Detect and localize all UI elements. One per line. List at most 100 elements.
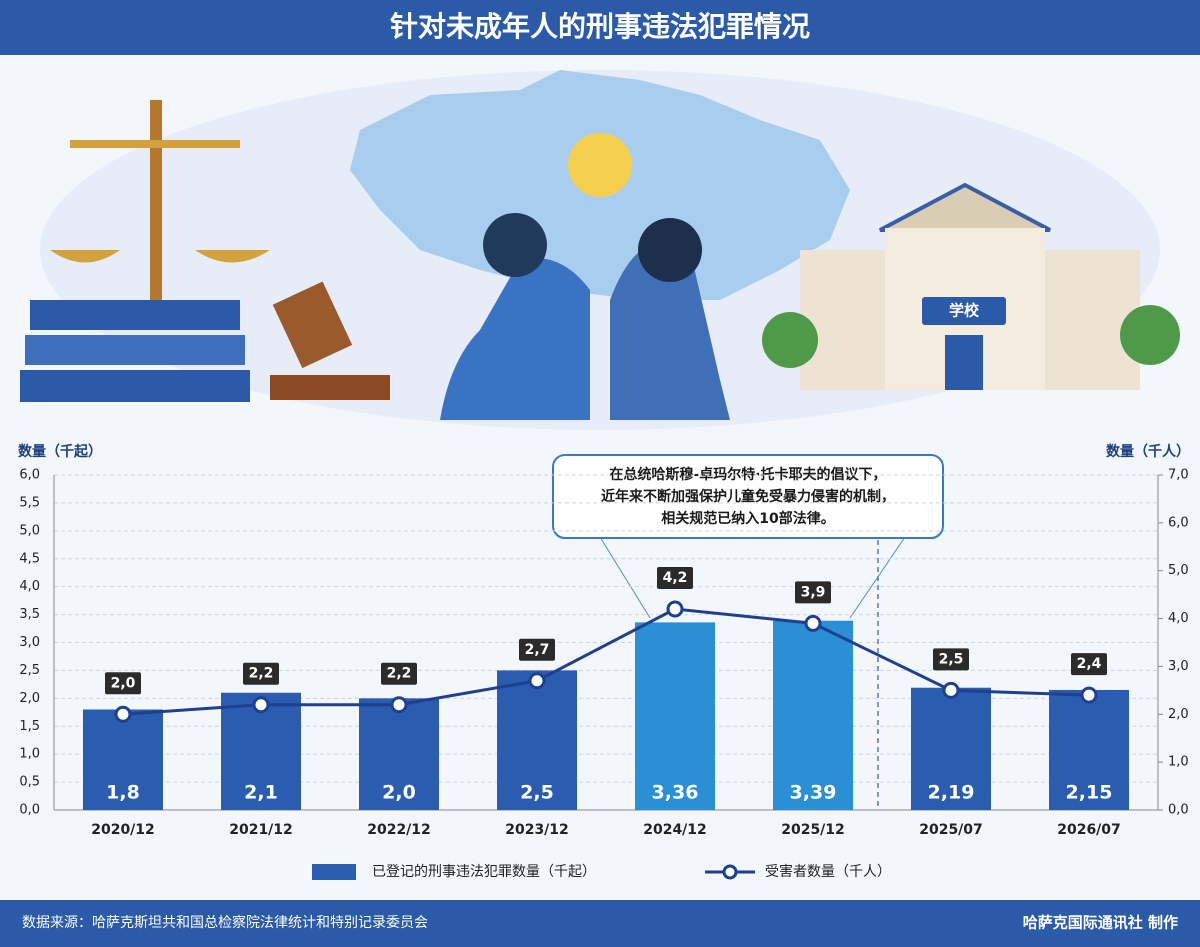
- y-tick-label: 1,0: [19, 747, 40, 762]
- line-value-label: 2,7: [525, 642, 550, 658]
- line-value-label: 3,9: [801, 584, 826, 600]
- y2-tick-label: 6,0: [1168, 515, 1189, 530]
- y-tick-label: 4,5: [19, 551, 40, 566]
- y2-tick-label: 0,0: [1168, 803, 1189, 818]
- bar: [83, 709, 163, 810]
- x-tick-label: 2024/12: [643, 822, 707, 838]
- line-label-box: [381, 662, 417, 685]
- illustration: 学校: [20, 70, 1180, 430]
- tree: [1120, 305, 1180, 365]
- line-point: [390, 696, 408, 714]
- credit: 哈萨克国际通讯社 制作: [1023, 914, 1178, 932]
- line-point: [528, 672, 546, 690]
- legend-swatch: [722, 864, 738, 880]
- legend-label: 受害者数量（千人）: [765, 864, 891, 880]
- footer-band: [0, 900, 1200, 947]
- x-tick-label: 2025/12: [781, 822, 845, 838]
- title: 针对未成年人的刑事违法犯罪情况: [390, 10, 810, 43]
- line-point: [804, 614, 822, 632]
- x-tick-label: 2021/12: [229, 822, 293, 838]
- x-tick-label: 2023/12: [505, 822, 569, 838]
- line-value-label: 2,2: [387, 666, 412, 682]
- line-label-box: [519, 638, 555, 661]
- y-tick-label: 2,0: [19, 691, 40, 706]
- y-tick-label: 2,5: [19, 663, 40, 678]
- line-label-box: [933, 648, 969, 671]
- line-value-label: 2,4: [1077, 656, 1102, 672]
- line-label-box: [795, 581, 831, 604]
- line-value-label: 4,2: [663, 570, 688, 586]
- bar-value-label: 2,5: [520, 782, 554, 804]
- y-tick-label: 3,5: [19, 607, 40, 622]
- line-value-label: 2,2: [249, 666, 274, 682]
- y2-tick-label: 7,0: [1168, 468, 1189, 483]
- x-tick-label: 2026/07: [1057, 822, 1121, 838]
- bar-value-label: 2,15: [1066, 782, 1113, 804]
- y2-tick-label: 1,0: [1168, 755, 1189, 770]
- x-tick-label: 2025/07: [919, 822, 983, 838]
- y-tick-label: 1,5: [19, 719, 40, 734]
- school-door: [945, 335, 983, 390]
- y-tick-label: 3,0: [19, 635, 40, 650]
- bar-value-label: 2,19: [928, 782, 975, 804]
- bar: [1049, 689, 1129, 810]
- y-tick-label: 0,0: [19, 803, 40, 818]
- y2-axis-label: 数量（千人）: [1106, 443, 1190, 460]
- girl: [610, 241, 730, 420]
- callout-line: [849, 536, 906, 619]
- scale-pan: [195, 250, 270, 263]
- y-tick-label: 4,0: [19, 579, 40, 594]
- x-tick-label: 2020/12: [91, 822, 155, 838]
- bar: [359, 698, 439, 810]
- boy: [440, 258, 590, 420]
- line-point: [1080, 686, 1098, 704]
- scale-pole: [150, 100, 162, 300]
- line-point: [942, 681, 960, 699]
- y2-tick-label: 3,0: [1168, 659, 1189, 674]
- school-sign: [922, 297, 1006, 325]
- annotation: 近年来不断加强保护儿童免受暴力侵害的机制，: [601, 488, 895, 505]
- boy-head: [483, 213, 547, 277]
- y-axis-label: 数量（千起）: [18, 443, 102, 460]
- line-value-label: 2,0: [111, 675, 136, 691]
- book: [30, 300, 240, 330]
- bar: [773, 620, 853, 810]
- line-point: [114, 705, 132, 723]
- y-tick-label: 5,0: [19, 523, 40, 538]
- y-tick-label: 5,5: [19, 495, 40, 510]
- title-band: [0, 0, 1200, 55]
- school-sign-text: 学校: [949, 302, 980, 320]
- bar-value-label: 3,39: [790, 782, 837, 804]
- gavel-head: [272, 281, 353, 369]
- line-point: [666, 600, 684, 618]
- line-value-label: 2,5: [939, 651, 964, 667]
- callout-line: [599, 536, 651, 619]
- legend-swatch: [312, 864, 356, 880]
- line-label-box: [657, 567, 693, 589]
- bar: [911, 687, 991, 810]
- source: 数据来源：哈萨克斯坦共和国总检察院法律统计和特别记录委员会: [22, 914, 428, 931]
- scale-beam: [70, 140, 240, 148]
- line-point: [252, 696, 270, 714]
- y2-tick-label: 5,0: [1168, 563, 1189, 578]
- bar-value-label: 2,0: [382, 782, 416, 804]
- bar: [497, 670, 577, 810]
- scale-pan: [50, 250, 120, 263]
- gavel-base: [270, 375, 390, 400]
- y-tick-label: 0,5: [19, 775, 40, 790]
- y-tick-label: 6,0: [19, 468, 40, 483]
- bar: [635, 622, 715, 810]
- bar-value-label: 2,1: [244, 782, 278, 804]
- annotation: 相关规范已纳入10部法律。: [661, 510, 834, 527]
- bar-value-label: 1,8: [106, 782, 140, 804]
- annotation-box: [552, 454, 944, 539]
- book: [25, 335, 245, 365]
- line-label-box: [243, 662, 279, 685]
- book: [20, 370, 250, 402]
- y2-tick-label: 4,0: [1168, 611, 1189, 626]
- sun: [568, 133, 632, 197]
- y2-tick-label: 2,0: [1168, 707, 1189, 722]
- legend-label: 已登记的刑事违法犯罪数量（千起）: [372, 864, 596, 880]
- line-label-box: [1071, 653, 1107, 676]
